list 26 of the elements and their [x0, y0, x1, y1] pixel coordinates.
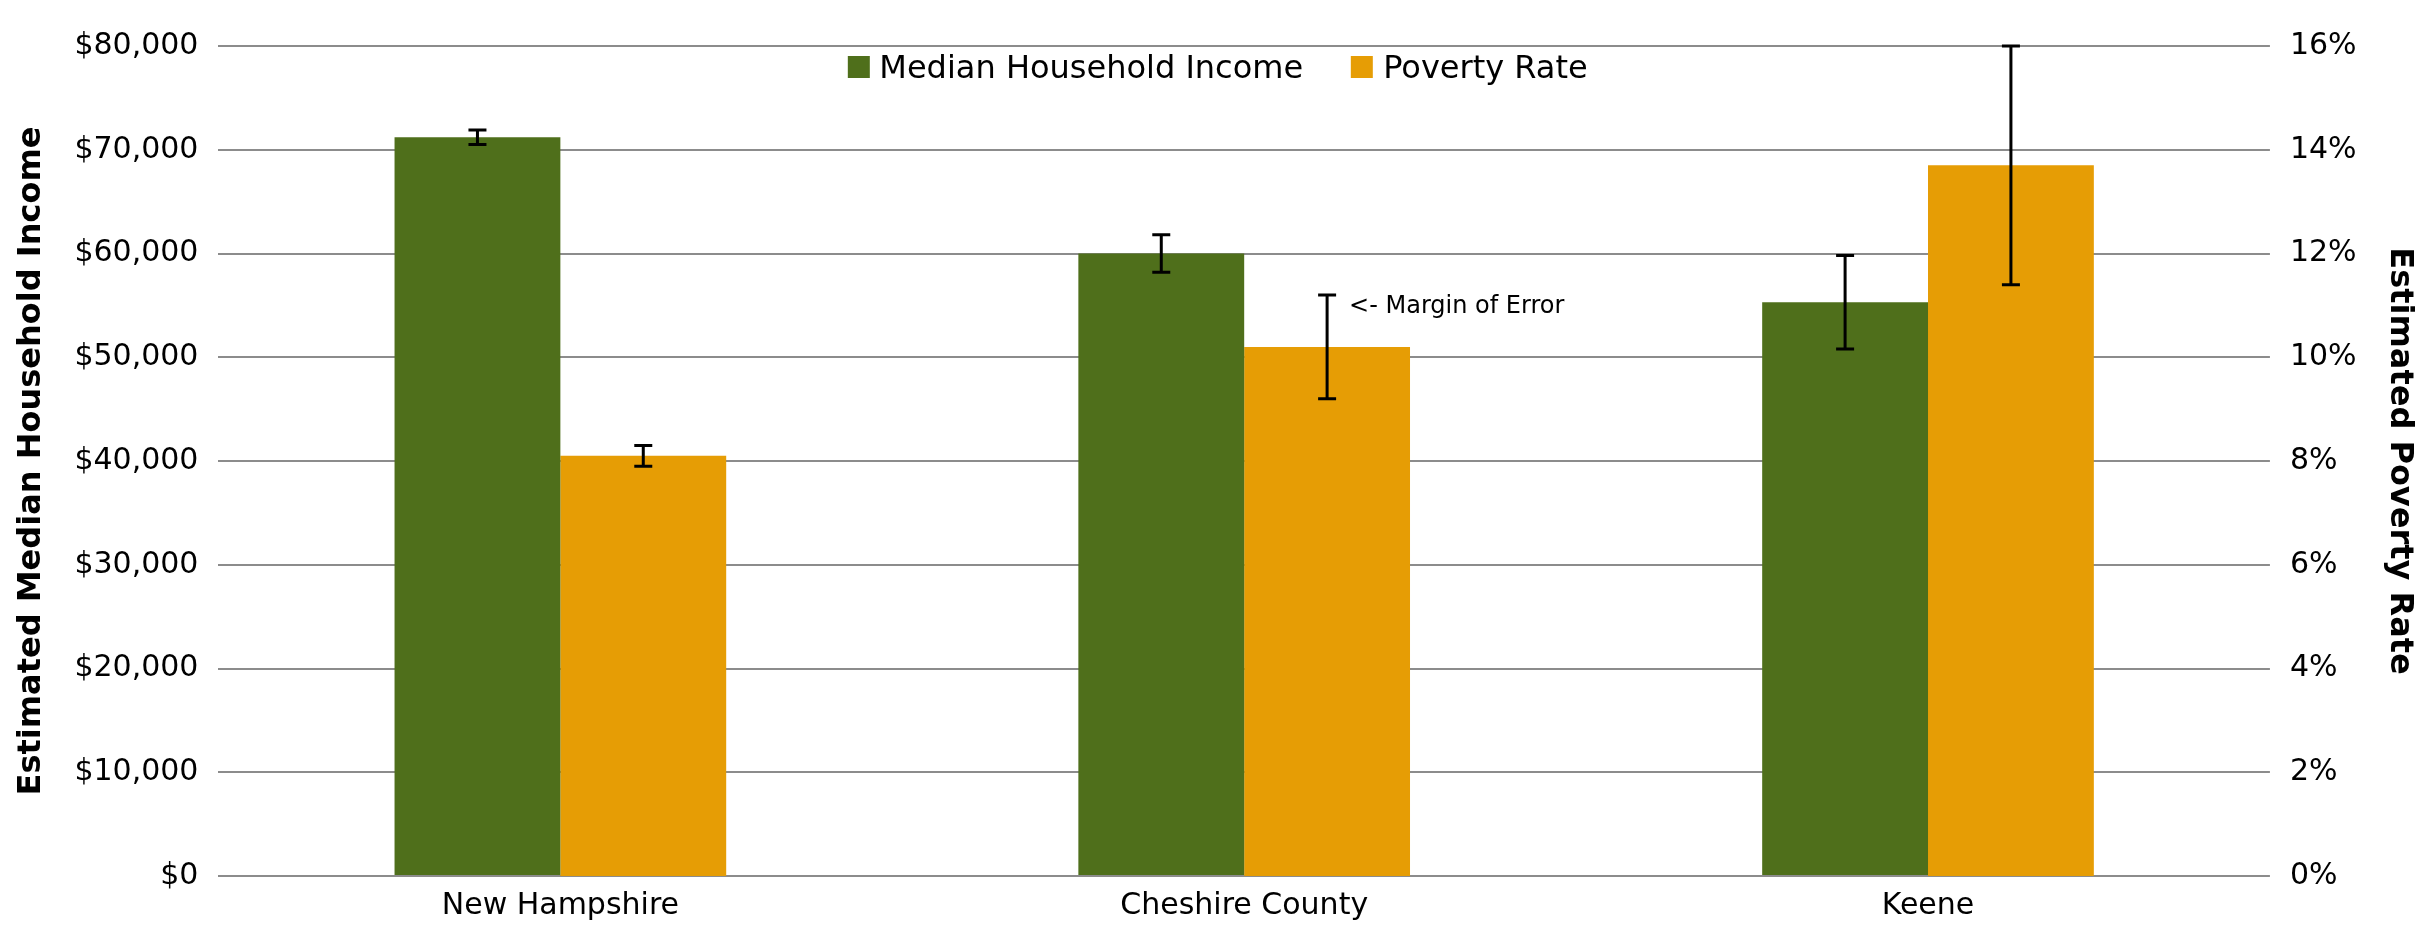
- y2-tick-label: 8%: [2289, 440, 2338, 476]
- y-axis-title: Estimated Median Household Income: [9, 126, 48, 796]
- y-tick-label: $50,000: [74, 337, 199, 373]
- y2-tick-label: 10%: [2289, 337, 2357, 373]
- y2-axis-title: Estimated Poverty Rate: [2383, 247, 2422, 675]
- y2-tick-label: 0%: [2289, 855, 2338, 891]
- y-tick-label: $20,000: [74, 648, 199, 684]
- y-tick-label: $80,000: [74, 25, 199, 61]
- x-tick-label: Cheshire County: [1120, 885, 1369, 921]
- annotation: <- Margin of Error: [1349, 291, 1565, 320]
- y2-tick-label: 2%: [2289, 752, 2338, 788]
- y2-tick-label: 16%: [2289, 25, 2357, 61]
- y2-tick-label: 14%: [2289, 129, 2357, 165]
- x-tick-label: Keene: [1881, 885, 1975, 921]
- y-tick-label: $70,000: [74, 129, 199, 165]
- x-tick-label: New Hampshire: [441, 885, 680, 921]
- legend-label: Poverty Rate: [1383, 48, 1588, 86]
- y2-tick-label: 6%: [2289, 544, 2338, 580]
- legend-label: Median Household Income: [879, 48, 1304, 86]
- y2-tick-label: 4%: [2289, 648, 2338, 684]
- y-tick-label: $10,000: [74, 752, 199, 788]
- y-tick-label: $60,000: [74, 233, 199, 269]
- y2-tick-label: 12%: [2289, 233, 2357, 269]
- y-tick-label: $40,000: [74, 440, 199, 476]
- y-tick-label: $30,000: [74, 544, 199, 580]
- y-tick-label: $0: [160, 855, 199, 891]
